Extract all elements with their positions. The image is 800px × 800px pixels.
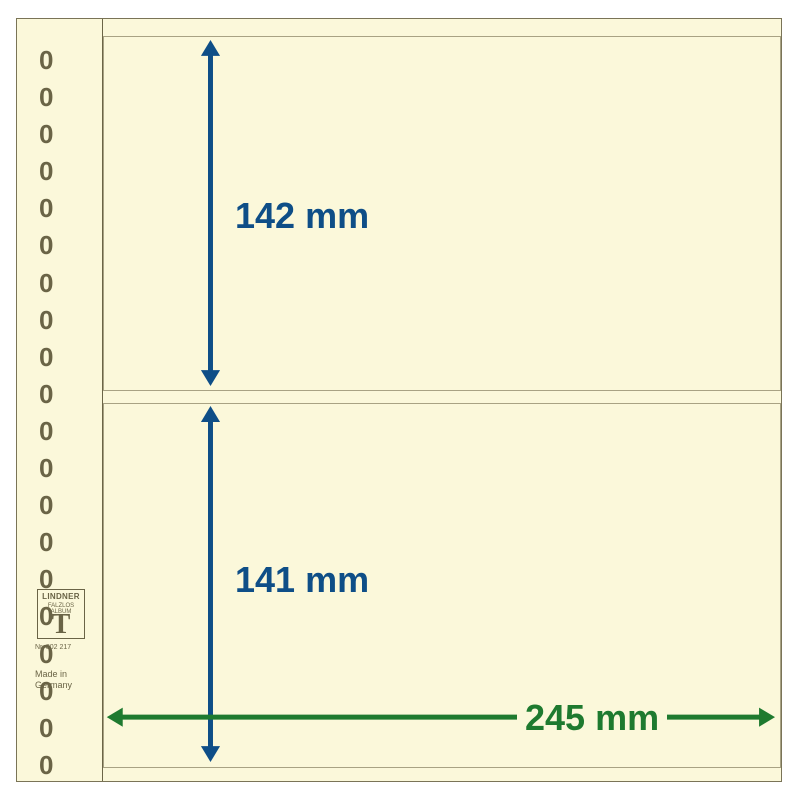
binding-hole: 0: [39, 121, 53, 147]
binding-hole: 0: [39, 381, 53, 407]
logo-box: LINDNER FALZLOS ALBUM T: [37, 589, 85, 639]
binding-margin: 00000000000000000000 LINDNER FALZLOS ALB…: [17, 19, 103, 781]
pocket-top: [103, 36, 781, 391]
binding-hole: 0: [39, 715, 53, 741]
binding-hole: 0: [39, 47, 53, 73]
dimension-label-bottom: 141 mm: [235, 559, 369, 601]
binding-hole: 0: [39, 232, 53, 258]
binding-hole: 0: [39, 455, 53, 481]
binding-hole: 0: [39, 270, 53, 296]
album-page: 00000000000000000000 LINDNER FALZLOS ALB…: [16, 18, 782, 782]
dimension-label-top: 142 mm: [235, 195, 369, 237]
dimension-label-width: 245 mm: [517, 697, 667, 739]
binding-hole: 0: [39, 195, 53, 221]
brand-name: LINDNER: [40, 592, 82, 601]
pocket-bottom: [103, 403, 781, 768]
binding-hole: 0: [39, 529, 53, 555]
binding-hole: 0: [39, 418, 53, 444]
brand-logo: LINDNER FALZLOS ALBUM T Nr. 802 217: [37, 589, 85, 651]
binding-hole: 0: [39, 84, 53, 110]
made-in-label: Made inGermany: [35, 669, 72, 691]
binding-hole: 0: [39, 752, 53, 778]
binding-hole: 0: [39, 344, 53, 370]
binding-hole: 0: [39, 307, 53, 333]
binding-hole: 0: [39, 158, 53, 184]
product-number: Nr. 802 217: [35, 644, 85, 651]
brand-letter: T: [40, 615, 82, 635]
binding-hole: 0: [39, 492, 53, 518]
